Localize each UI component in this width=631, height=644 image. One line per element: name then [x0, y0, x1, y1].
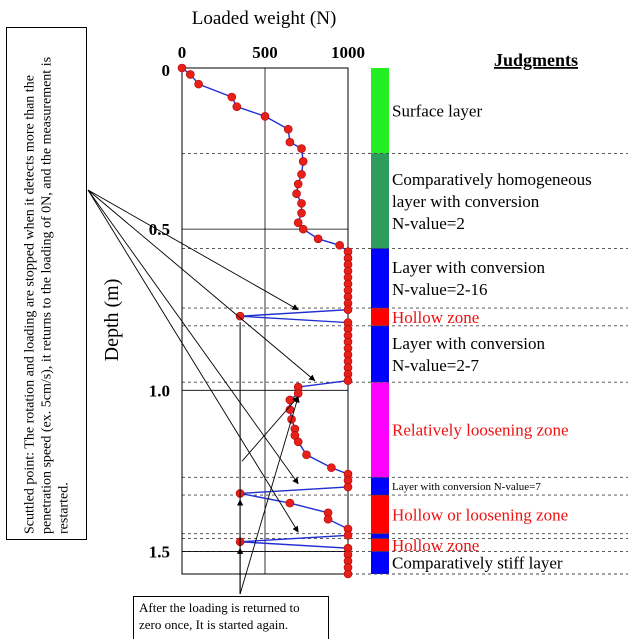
data-point — [177, 63, 187, 73]
layer-label: Layer with conversion N-value=2-16 — [392, 258, 545, 299]
y-tick-label: 1.0 — [149, 381, 170, 400]
data-point — [297, 170, 306, 179]
annotation-arrow — [241, 396, 299, 462]
x-axis-title: Loaded weight (N) — [192, 8, 337, 29]
layer-band — [371, 325, 389, 383]
annotation-arrow — [87, 189, 299, 485]
data-point — [292, 189, 301, 198]
layer-label: Comparatively homogeneous layer with conv… — [392, 170, 592, 233]
data-point — [302, 450, 311, 460]
layer-label: Comparatively stiff layer — [392, 554, 563, 573]
data-point — [327, 463, 336, 472]
data-point — [297, 144, 306, 153]
data-point — [293, 179, 303, 189]
data-point — [298, 157, 308, 166]
layer-band — [371, 477, 389, 496]
y-tick-label: 0 — [162, 61, 171, 80]
layer-label: Hollow or loosening zone — [392, 505, 568, 524]
data-point — [285, 498, 295, 508]
x-tick-label: 0 — [178, 43, 187, 62]
layer-band — [371, 495, 389, 534]
layer-label: Hollow zone — [392, 536, 479, 555]
x-tick-label: 1000 — [331, 43, 365, 62]
layer-band — [371, 248, 389, 309]
annotation-arrow — [87, 189, 316, 382]
restart-note: After the loading is returned to zero on… — [133, 596, 329, 639]
layer-label: Relatively loosening zone — [392, 421, 569, 440]
data-point — [297, 208, 306, 218]
scuttled-point-note: Scuttled point: The rotation and loading… — [6, 27, 87, 540]
data-point — [283, 124, 293, 134]
data-point — [343, 569, 353, 579]
layer-label: Layer with conversion N-value=2-7 — [392, 334, 545, 375]
data-point — [313, 234, 323, 244]
data-point — [298, 224, 308, 234]
scuttled-point-text: Scuttled point: The rotation and loading… — [22, 56, 71, 534]
data-point — [232, 102, 242, 111]
data-point — [293, 437, 303, 447]
layer-band — [371, 382, 389, 478]
data-point — [186, 70, 195, 79]
layer-band — [371, 538, 389, 552]
data-point — [194, 79, 203, 89]
data-point — [285, 137, 295, 147]
data-point — [323, 514, 333, 524]
data-point — [335, 240, 345, 250]
layer-band — [371, 153, 389, 249]
data-point — [227, 92, 237, 102]
layer-label: Hollow zone — [392, 308, 479, 327]
x-tick-label: 500 — [252, 43, 278, 62]
data-point — [260, 112, 270, 121]
layer-band — [371, 551, 389, 574]
layer-band — [371, 533, 389, 539]
data-point — [235, 311, 245, 321]
annotation-arrow — [239, 396, 300, 595]
data-point — [343, 305, 353, 315]
annotation-arrow — [87, 189, 299, 533]
layer-band — [371, 308, 389, 326]
data-point — [293, 218, 303, 228]
y-tick-label: 1.5 — [149, 542, 170, 561]
judgments-title: Judgments — [494, 50, 578, 70]
layer-label: Layer with conversion N-value=7 — [392, 481, 541, 493]
data-point — [343, 531, 353, 540]
annotation-arrow — [87, 189, 299, 311]
data-point — [293, 389, 303, 398]
data-point — [297, 199, 306, 208]
data-point — [343, 482, 353, 492]
y-tick-label: 0.5 — [149, 220, 170, 239]
y-axis-title: Depth (m) — [101, 279, 123, 362]
layer-band — [371, 68, 389, 154]
data-point — [343, 376, 353, 385]
layer-label: Surface layer — [392, 102, 482, 121]
